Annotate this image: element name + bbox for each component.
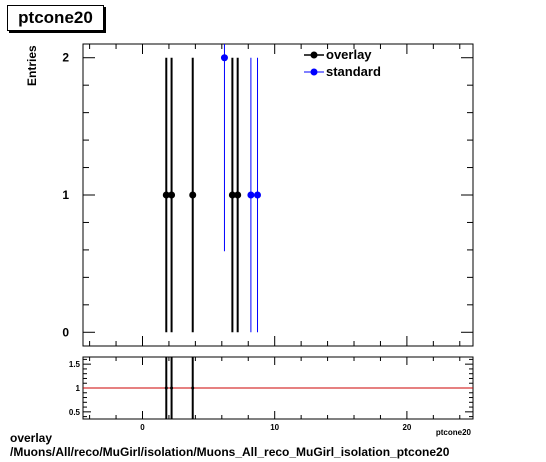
- y-axis-title: Entries: [25, 45, 39, 86]
- ratio-point: [191, 386, 195, 390]
- data-point-standard: [220, 54, 228, 62]
- data-point-overlay: [234, 191, 242, 199]
- caption-line-2: /Muons/All/reco/MuGirl/isolation/Muons_A…: [10, 445, 450, 459]
- legend-overlay-marker: [310, 51, 318, 59]
- ratio-point: [170, 386, 174, 390]
- ratio-point: [164, 386, 168, 390]
- ratio-x-tick-label: 0: [140, 423, 145, 432]
- legend-overlay-label: overlay: [326, 47, 372, 62]
- main-data-marks: [162, 44, 262, 333]
- y-tick-label: 1: [62, 188, 69, 202]
- data-point-overlay: [168, 191, 176, 199]
- ratio-ticks: 0 10 20 0.5 1 1.5: [69, 357, 473, 432]
- data-point-overlay: [189, 191, 197, 199]
- ratio-x-tick-label: 10: [270, 423, 279, 432]
- caption: overlay /Muons/All/reco/MuGirl/isolation…: [10, 431, 449, 459]
- ratio-data-marks: [83, 357, 473, 419]
- legend-standard-label: standard: [326, 64, 381, 79]
- legend-standard-marker: [310, 68, 318, 76]
- y-tick-label: 2: [62, 51, 69, 65]
- data-point-overlay: [162, 191, 170, 199]
- main-plot-frame: [82, 43, 474, 347]
- ratio-y-tick-label: 1.5: [69, 360, 81, 369]
- x-axis-title: ptcone20: [436, 428, 472, 437]
- ratio-y-tick-label: 0.5: [69, 408, 81, 417]
- chart-title: ptcone20: [7, 5, 104, 31]
- caption-line-1: overlay: [10, 431, 53, 445]
- main-ticks: 0 1 2: [62, 44, 473, 346]
- legend: overlay standard: [304, 47, 381, 79]
- data-point-standard: [247, 191, 255, 199]
- data-point-overlay: [228, 191, 236, 199]
- y-tick-label: 0: [62, 325, 69, 339]
- ratio-y-tick-label: 1: [76, 384, 81, 393]
- ratio-x-tick-label: 20: [402, 423, 411, 432]
- data-point-standard: [254, 191, 262, 199]
